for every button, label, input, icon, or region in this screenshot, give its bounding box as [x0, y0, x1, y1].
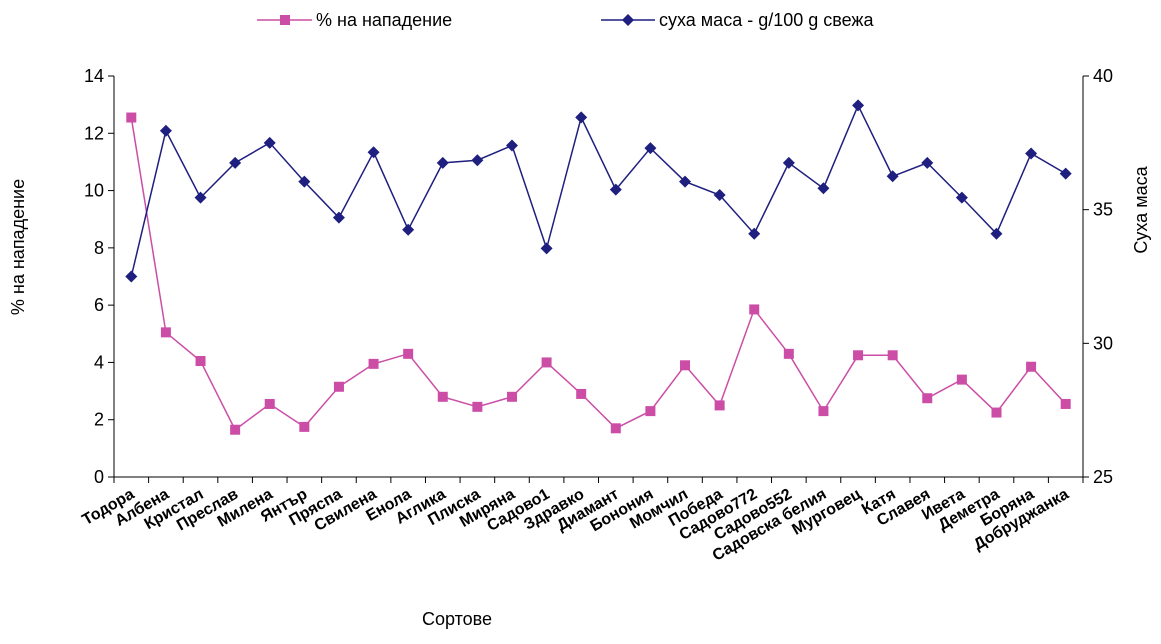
category-labels: ТодораАлбенаКристалПреславМиленаЯнтърПря…: [79, 477, 1084, 565]
left-tick-label: 12: [84, 123, 104, 143]
data-point-dry-mass: [644, 142, 657, 155]
data-point-attack: [541, 357, 552, 368]
data-point-dry-mass: [367, 146, 380, 159]
data-point-dry-mass: [471, 154, 484, 167]
left-axis-title: % на нападение: [8, 179, 28, 315]
right-tick-label: 25: [1093, 467, 1113, 487]
data-point-attack: [991, 407, 1002, 418]
legend-marker-attack: [280, 15, 290, 25]
data-point-dry-mass: [782, 156, 795, 169]
data-point-attack: [437, 391, 448, 402]
series-line-0: [130, 117, 1067, 431]
data-point-dry-mass: [886, 170, 899, 183]
right-axis-title: Суха маса: [1131, 165, 1151, 253]
data-point-dry-mass: [402, 223, 415, 236]
data-point-attack: [472, 401, 483, 412]
data-point-dry-mass: [125, 270, 138, 283]
data-point-dry-mass: [575, 111, 588, 124]
data-point-attack: [299, 421, 310, 432]
data-point-attack: [922, 393, 933, 404]
data-point-dry-mass: [298, 175, 311, 188]
data-point-attack: [1026, 361, 1037, 372]
left-axis-ticks: 0 2 4 6 8 10 12 14: [84, 66, 114, 487]
data-point-dry-mass: [679, 175, 692, 188]
data-point-attack: [264, 398, 275, 409]
data-point-dry-mass: [159, 124, 172, 137]
left-tick-label: 2: [94, 410, 104, 430]
left-tick-label: 10: [84, 181, 104, 201]
legend: % на нападение суха маса - g/100 g свежа: [257, 10, 874, 30]
data-point-dry-mass: [990, 227, 1003, 240]
left-tick-label: 8: [94, 238, 104, 258]
data-point-dry-mass: [194, 191, 207, 204]
data-point-dry-mass: [1059, 167, 1072, 180]
data-point-attack: [230, 424, 241, 435]
data-point-dry-mass: [1025, 147, 1038, 160]
legend-label-dry-mass: суха маса - g/100 g свежа: [659, 10, 874, 30]
data-point-attack: [783, 348, 794, 359]
series-lines: [130, 103, 1067, 431]
data-point-dry-mass: [955, 191, 968, 204]
legend-marker-dry-mass: [622, 14, 634, 26]
data-point-attack: [714, 400, 725, 411]
data-point-attack: [576, 388, 587, 399]
data-point-dry-mass: [229, 156, 242, 169]
data-point-attack: [610, 423, 621, 434]
data-point-attack: [368, 358, 379, 369]
data-point-dry-mass: [713, 188, 726, 201]
data-point-dry-mass: [505, 139, 518, 152]
series-markers: [125, 99, 1072, 435]
data-point-dry-mass: [263, 136, 276, 149]
data-point-attack: [195, 355, 206, 366]
data-point-attack: [333, 381, 344, 392]
data-point-dry-mass: [332, 211, 345, 224]
data-point-dry-mass: [436, 156, 449, 169]
data-point-attack: [1060, 398, 1071, 409]
left-tick-label: 6: [94, 295, 104, 315]
data-point-attack: [506, 391, 517, 402]
series-line-1: [130, 103, 1067, 277]
data-point-dry-mass: [748, 227, 761, 240]
data-point-attack: [680, 360, 691, 371]
legend-label-attack: % на нападение: [316, 10, 452, 30]
right-tick-label: 30: [1093, 333, 1113, 353]
data-point-dry-mass: [921, 156, 934, 169]
data-point-attack: [749, 304, 760, 315]
data-point-attack: [126, 112, 137, 123]
data-point-attack: [818, 406, 829, 417]
data-point-attack: [853, 350, 864, 361]
data-point-attack: [403, 348, 414, 359]
axes: [113, 76, 1084, 478]
x-axis-title: Сортове: [422, 609, 492, 629]
right-axis-ticks: 25 30 35 40: [1083, 66, 1113, 487]
data-point-attack: [887, 350, 898, 361]
data-point-dry-mass: [609, 183, 622, 196]
data-point-dry-mass: [817, 182, 830, 195]
left-tick-label: 4: [94, 352, 104, 372]
data-point-dry-mass: [852, 99, 865, 112]
left-tick-label: 14: [84, 66, 104, 86]
left-tick-label: 0: [94, 467, 104, 487]
data-point-attack: [645, 406, 656, 417]
right-tick-label: 35: [1093, 200, 1113, 220]
data-point-attack: [160, 327, 171, 338]
data-point-dry-mass: [540, 242, 553, 255]
right-tick-label: 40: [1093, 66, 1113, 86]
data-point-attack: [956, 374, 967, 385]
